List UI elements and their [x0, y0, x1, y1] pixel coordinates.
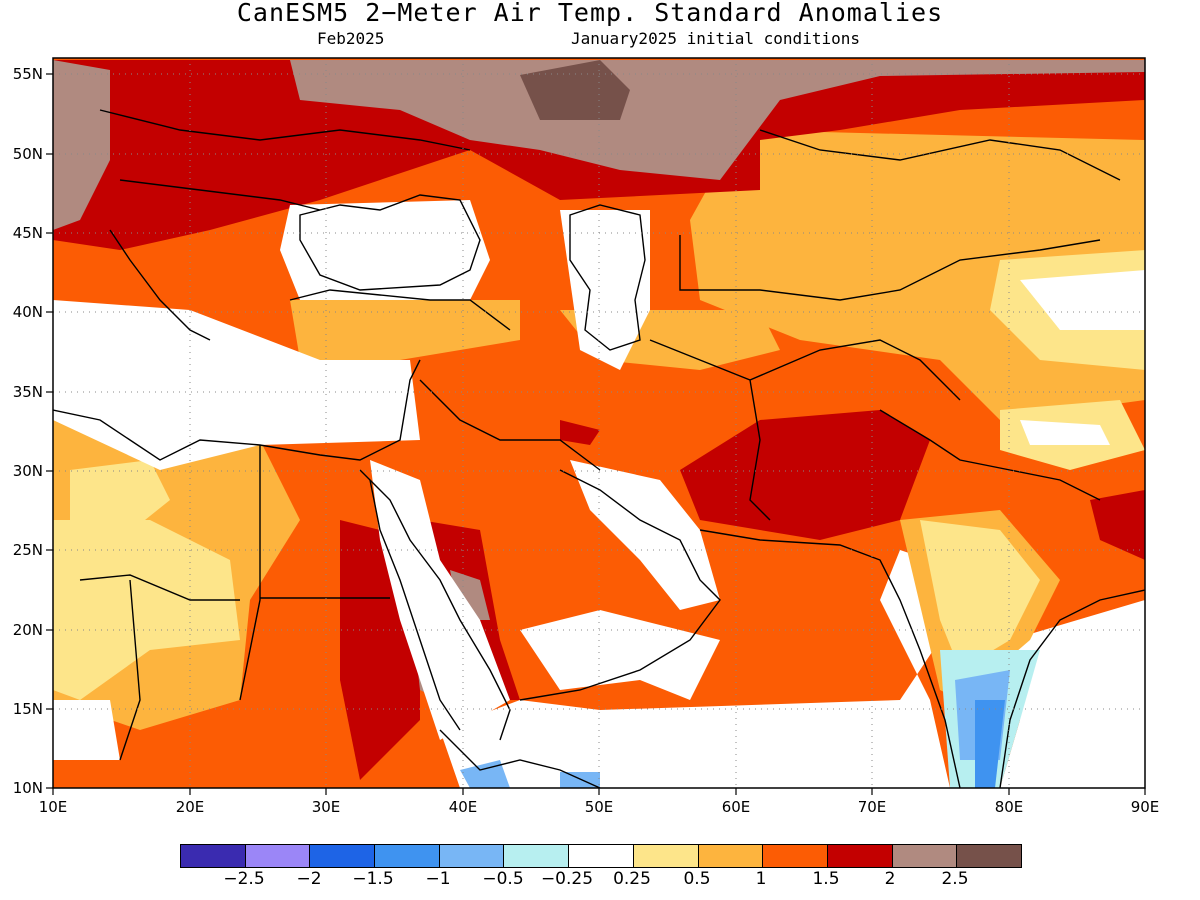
- lat-label-10n: 10N: [12, 779, 43, 797]
- colorbar-segment-10: [827, 845, 893, 867]
- colorbar-label: 2: [884, 869, 896, 889]
- colorbar-label: −1.5: [352, 869, 394, 889]
- colorbar-label: 1: [755, 869, 767, 889]
- anomaly-region-djibouti: [460, 760, 510, 788]
- lat-label-20n: 20N: [12, 621, 43, 639]
- anomaly-region-india-central: [920, 520, 1040, 670]
- axis-ticks: [46, 73, 1146, 795]
- lat-label-50n: 50N: [12, 145, 43, 163]
- anomaly-region-india-tip: [975, 700, 1005, 788]
- colorbar-segment-6: [569, 845, 634, 867]
- lon-label-80e: 80E: [994, 798, 1024, 816]
- graticule: [53, 58, 1145, 788]
- colorbar-segment-5: [504, 845, 570, 867]
- forecast-month: Feb2025: [317, 29, 385, 48]
- anomaly-region-black-sea: [280, 200, 490, 300]
- lon-label-90e: 90E: [1130, 798, 1160, 816]
- colorbar-segment-3: [375, 845, 440, 867]
- colorbar-segment-9: [763, 845, 828, 867]
- lat-label-45n: 45N: [12, 224, 43, 242]
- initial-conditions: January2025 initial conditions: [571, 29, 860, 48]
- coastline-black-sea: [299, 194, 481, 291]
- coastline-arabia: [519, 469, 721, 701]
- anomaly-region-burma: [1090, 490, 1145, 560]
- lat-label-15n: 15N: [12, 700, 43, 718]
- colorbar-label: 1.5: [812, 869, 840, 889]
- lon-label-70e: 70E: [857, 798, 887, 816]
- colorbar-segment-8: [698, 845, 764, 867]
- coastline-red-sea-east: [359, 469, 511, 741]
- anomaly-region-west-europe: [53, 60, 110, 230]
- anomaly-region-west-africa: [53, 700, 120, 760]
- coastline-north-africa: [53, 359, 421, 461]
- border-chad: [79, 574, 240, 601]
- colorbar-segment-12: [957, 845, 1021, 867]
- colorbar-label: 2.5: [941, 869, 969, 889]
- anomaly-region-caspian: [560, 210, 650, 370]
- anomaly-region-volga: [520, 60, 630, 120]
- border-kazakhstan-south: [679, 235, 1101, 301]
- colorbar-label: −2.5: [223, 869, 265, 889]
- colorbar-segment-11: [892, 845, 958, 867]
- border-niger-chad: [119, 579, 141, 761]
- anomaly-region-mediterranean: [53, 300, 420, 470]
- colorbar-label: 0.25: [613, 869, 651, 889]
- anomaly-region-persian-gulf: [570, 460, 720, 610]
- coastline-turkey: [289, 289, 511, 331]
- border-kazakhstan-north: [759, 129, 1121, 181]
- lon-label-10e: 10E: [38, 798, 68, 816]
- map-title: CanESM5 2−Meter Air Temp. Standard Anoma…: [236, 0, 944, 27]
- border-europe-2: [119, 179, 321, 211]
- anomaly-region-tibet-core: [1020, 420, 1110, 445]
- colorbar-segment-1: [245, 845, 311, 867]
- border-afghanistan-north: [749, 339, 961, 401]
- colorbar: [180, 844, 1022, 868]
- anomaly-region-turkey: [290, 300, 520, 360]
- lat-label-35n: 35N: [12, 383, 43, 401]
- coastline-iran-india: [699, 529, 961, 788]
- colorbar-label: −1: [425, 869, 451, 889]
- border-europe-1: [99, 109, 471, 151]
- coastline-caspian: [569, 204, 646, 351]
- colorbar-segment-4: [439, 845, 505, 867]
- colorbar-label: 0.5: [683, 869, 711, 889]
- anomaly-region-gobi: [1020, 270, 1145, 330]
- lon-label-50e: 50E: [584, 798, 614, 816]
- coastline-italy: [109, 229, 211, 341]
- coastlines: [53, 109, 1145, 788]
- colorbar-label: −2: [296, 869, 322, 889]
- colorbar-label: −0.5: [482, 869, 524, 889]
- anomaly-region-chad: [53, 520, 240, 700]
- lon-label-40e: 40E: [448, 798, 478, 816]
- border-libya-egypt: [239, 445, 261, 701]
- colorbar-segment-0: [181, 845, 246, 867]
- anomaly-region-yemen: [520, 610, 720, 700]
- border-iran-afghanistan: [649, 339, 771, 521]
- lon-label-60e: 60E: [721, 798, 751, 816]
- coastline-horn-africa: [439, 729, 601, 788]
- anomaly-region-iran-spot: [560, 420, 600, 445]
- lon-label-30e: 30E: [311, 798, 341, 816]
- border-india-china: [879, 409, 1101, 501]
- coastline-red-sea-west: [369, 479, 461, 731]
- border-syria-iraq: [419, 379, 601, 471]
- anomaly-region-russia: [290, 60, 1145, 180]
- lat-label-40n: 40N: [12, 303, 43, 321]
- colorbar-label: −0.25: [540, 869, 594, 889]
- lat-label-30n: 30N: [12, 462, 43, 480]
- colorbar-segment-2: [310, 845, 376, 867]
- coastline-india-east: [999, 589, 1145, 788]
- lon-label-20e: 20E: [175, 798, 205, 816]
- lat-label-25n: 25N: [12, 541, 43, 559]
- anomaly-field: [53, 58, 1145, 788]
- anomaly-region-bay-of-bengal: [1000, 600, 1145, 788]
- anomaly-region-pakistan: [680, 410, 930, 540]
- anomaly-region-arabian-sea: [440, 550, 950, 788]
- lat-label-55n: 55N: [12, 65, 43, 83]
- colorbar-segment-7: [633, 845, 699, 867]
